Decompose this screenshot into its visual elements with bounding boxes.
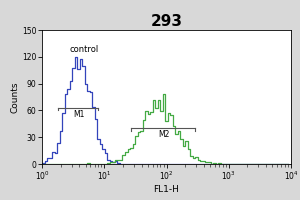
Text: M2: M2 (159, 130, 170, 139)
Y-axis label: Counts: Counts (10, 81, 19, 113)
Title: 293: 293 (151, 14, 182, 29)
Text: M1: M1 (74, 110, 85, 119)
Text: control: control (70, 45, 99, 54)
X-axis label: FL1-H: FL1-H (154, 185, 179, 194)
